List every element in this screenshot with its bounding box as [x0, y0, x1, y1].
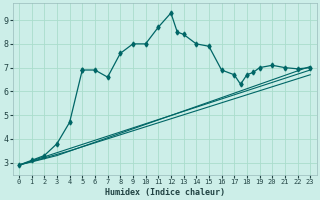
X-axis label: Humidex (Indice chaleur): Humidex (Indice chaleur) — [105, 188, 225, 197]
